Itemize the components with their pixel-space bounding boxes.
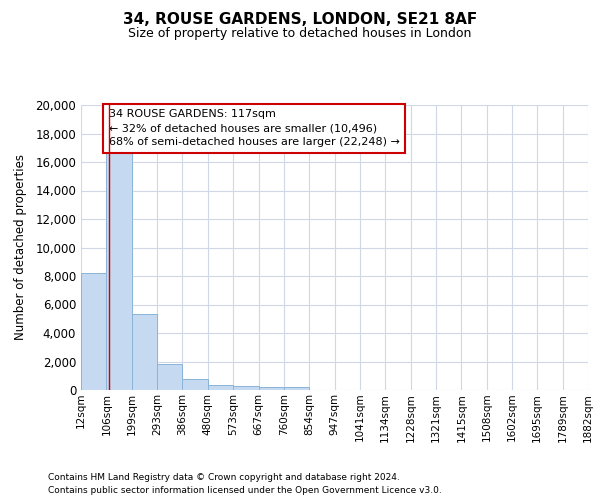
Y-axis label: Number of detached properties: Number of detached properties: [14, 154, 27, 340]
Bar: [157, 364, 182, 390]
Text: Contains HM Land Registry data © Crown copyright and database right 2024.: Contains HM Land Registry data © Crown c…: [48, 472, 400, 482]
Bar: [106, 152, 132, 390]
Bar: [259, 387, 284, 390]
Bar: [233, 386, 259, 390]
Bar: [182, 380, 208, 390]
Text: 34, ROUSE GARDENS, LONDON, SE21 8AF: 34, ROUSE GARDENS, LONDON, SE21 8AF: [123, 12, 477, 28]
Bar: [81, 273, 106, 390]
Text: 34 ROUSE GARDENS: 117sqm
← 32% of detached houses are smaller (10,496)
68% of se: 34 ROUSE GARDENS: 117sqm ← 32% of detach…: [109, 110, 400, 148]
Text: Contains public sector information licensed under the Open Government Licence v3: Contains public sector information licen…: [48, 486, 442, 495]
Bar: [208, 384, 233, 390]
Bar: [132, 314, 157, 390]
Text: Size of property relative to detached houses in London: Size of property relative to detached ho…: [128, 28, 472, 40]
Bar: [284, 388, 309, 390]
